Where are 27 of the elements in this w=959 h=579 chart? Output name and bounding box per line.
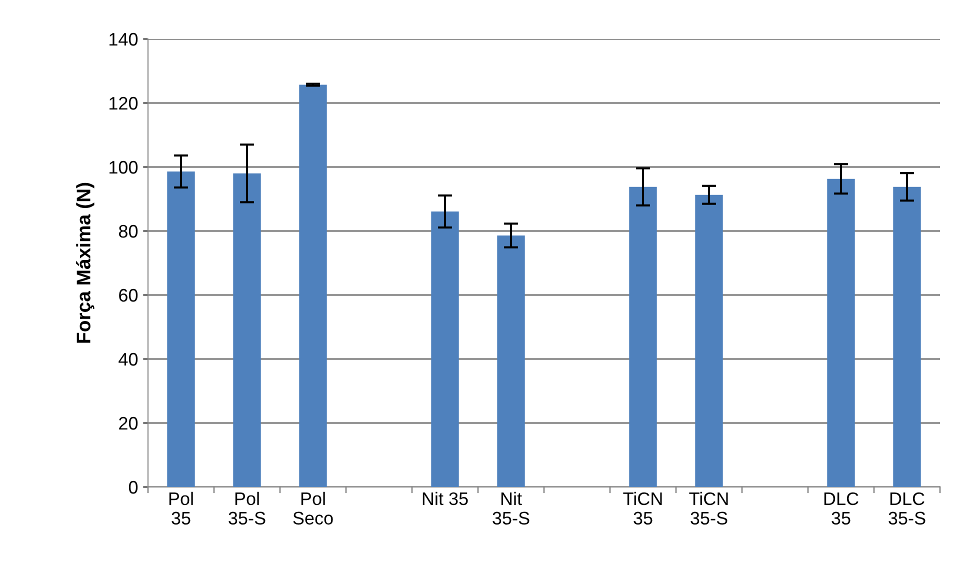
bar: [431, 211, 459, 487]
x-tick-label: Pol 35: [169, 492, 193, 525]
bar: [233, 173, 261, 487]
y-tick-label: 0: [128, 480, 138, 494]
bar: [299, 84, 327, 487]
x-tick-label: Nit 35: [422, 492, 468, 506]
bar: [167, 171, 195, 487]
bar: [695, 194, 723, 487]
bar: [893, 186, 921, 487]
bar: [629, 186, 657, 487]
y-axis-title: Força Máxima (N): [76, 182, 94, 343]
bar: [827, 178, 855, 487]
bar: [497, 235, 525, 487]
x-tick-label: Nit 35-S: [492, 492, 530, 525]
x-tick-label: TiCN 35-S: [689, 492, 728, 525]
y-tick-label: 120: [110, 96, 138, 110]
x-tick-label: Pol 35-S: [228, 492, 266, 525]
x-tick-label: TiCN 35: [623, 492, 662, 525]
y-tick-label: 40: [118, 352, 138, 366]
y-tick-label: 140: [110, 32, 138, 46]
y-tick-label: 60: [119, 288, 138, 302]
y-tick-label: 20: [119, 416, 138, 430]
y-tick-label: 80: [118, 224, 138, 238]
y-tick-label: 100: [110, 160, 138, 174]
x-tick-label: DLC 35-S: [888, 492, 926, 525]
x-tick-label: Pol Seco: [293, 492, 333, 525]
x-tick-label: DLC 35: [824, 492, 858, 525]
